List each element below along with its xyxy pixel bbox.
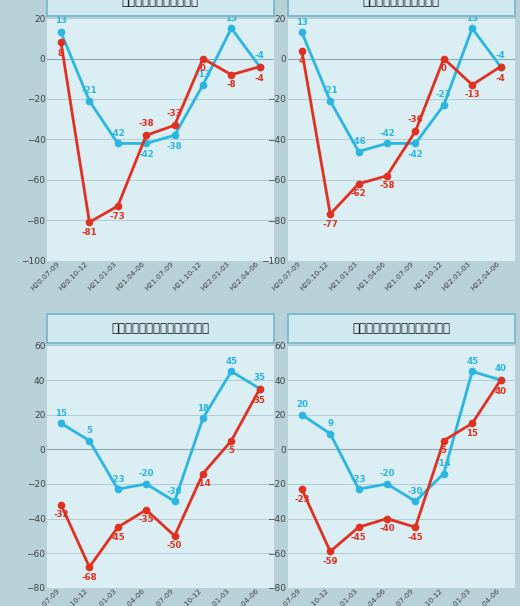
- Text: -4: -4: [255, 73, 265, 82]
- Text: 0: 0: [441, 64, 447, 73]
- Text: -62: -62: [351, 190, 367, 198]
- Text: -4: -4: [255, 51, 265, 60]
- Text: 45: 45: [466, 357, 478, 366]
- Text: -4: -4: [496, 51, 505, 60]
- Text: 15: 15: [226, 14, 237, 22]
- Text: 35: 35: [254, 396, 266, 405]
- Text: -14: -14: [436, 459, 452, 468]
- Text: -23: -23: [294, 494, 309, 504]
- Text: 0: 0: [200, 64, 206, 73]
- Text: 20: 20: [296, 400, 308, 409]
- Text: 5: 5: [228, 446, 235, 455]
- Text: -38: -38: [167, 142, 183, 152]
- Text: -81: -81: [82, 228, 97, 237]
- Text: 40: 40: [495, 387, 506, 396]
- Text: -13: -13: [195, 70, 211, 79]
- Text: -23: -23: [110, 474, 126, 484]
- Text: -32: -32: [53, 510, 69, 519]
- Text: -33: -33: [167, 109, 183, 118]
- Text: -23: -23: [436, 90, 451, 99]
- Text: -40: -40: [379, 524, 395, 533]
- Text: 45: 45: [225, 357, 238, 366]
- Text: -45: -45: [110, 533, 126, 542]
- Text: -36: -36: [408, 115, 423, 124]
- Text: -21: -21: [322, 87, 338, 95]
- Text: 40: 40: [495, 364, 506, 373]
- Text: 18: 18: [197, 404, 209, 413]
- Text: -59: -59: [322, 557, 338, 566]
- Text: -42: -42: [138, 150, 154, 159]
- Text: -50: -50: [167, 541, 183, 550]
- Text: -45: -45: [351, 533, 367, 542]
- Text: -35: -35: [138, 516, 154, 524]
- Text: -68: -68: [82, 573, 97, 582]
- Text: -77: -77: [322, 220, 338, 228]
- Text: 5: 5: [441, 446, 447, 455]
- Text: -20: -20: [379, 470, 395, 478]
- Text: -14: -14: [195, 479, 211, 488]
- Text: 5: 5: [86, 426, 93, 435]
- Text: -23: -23: [351, 474, 367, 484]
- Text: -58: -58: [379, 181, 395, 190]
- Text: 8: 8: [58, 49, 64, 58]
- Text: -46: -46: [350, 137, 367, 146]
- Text: -30: -30: [167, 487, 183, 496]
- Text: 35: 35: [254, 373, 266, 382]
- Text: -30: -30: [408, 487, 423, 496]
- Text: -21: -21: [82, 87, 97, 95]
- Text: 9: 9: [327, 419, 333, 428]
- Text: -13: -13: [464, 90, 480, 99]
- Text: -42: -42: [110, 129, 126, 138]
- Text: -4: -4: [496, 73, 505, 82]
- Text: -73: -73: [110, 211, 126, 221]
- Text: 15: 15: [466, 429, 478, 438]
- Text: 4: 4: [299, 56, 305, 65]
- Text: 13: 13: [55, 16, 67, 25]
- Text: -8: -8: [227, 81, 236, 89]
- Text: 15: 15: [466, 14, 478, 22]
- Text: 15: 15: [55, 409, 67, 418]
- Text: -42: -42: [379, 129, 395, 138]
- Text: -20: -20: [138, 470, 154, 478]
- Text: -38: -38: [138, 119, 154, 128]
- Text: 13: 13: [296, 18, 308, 27]
- Text: -42: -42: [408, 150, 423, 159]
- Text: -45: -45: [408, 533, 423, 542]
